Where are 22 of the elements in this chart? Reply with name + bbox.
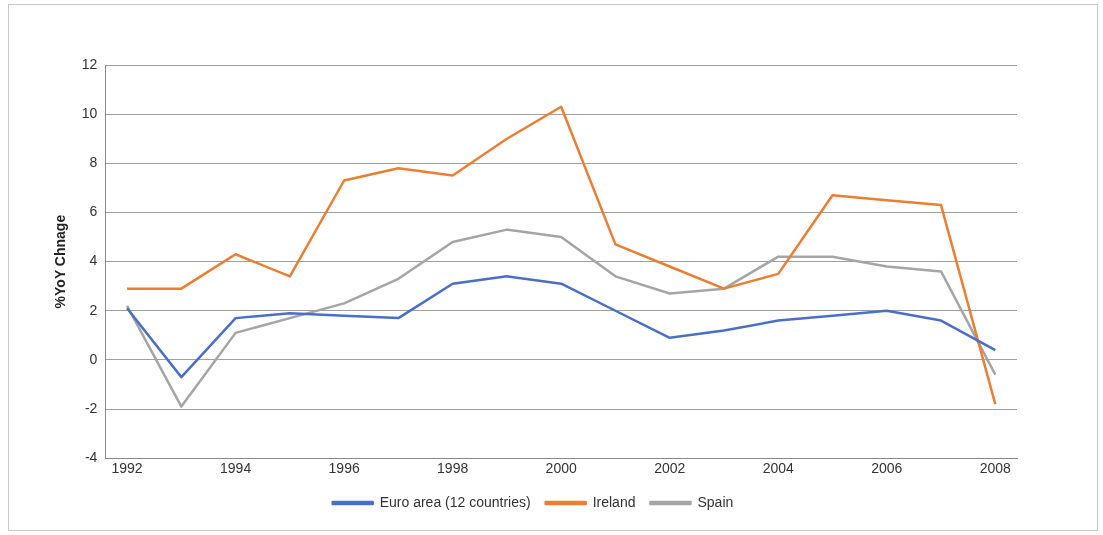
y-tick-label: -2 bbox=[84, 399, 98, 416]
y-tick-label: -4 bbox=[84, 449, 98, 466]
x-tick-label: 1996 bbox=[328, 460, 360, 477]
x-tick-label: 2008 bbox=[979, 460, 1012, 477]
y-tick-label: 0 bbox=[89, 350, 98, 367]
x-tick-label: 2004 bbox=[762, 460, 795, 477]
y-tick-label: 10 bbox=[81, 105, 98, 122]
legend-label: Euro area (12 countries) bbox=[379, 493, 531, 510]
y-tick-label: 4 bbox=[89, 252, 98, 269]
x-tick-label: 1992 bbox=[111, 460, 143, 477]
x-tick-label: 1994 bbox=[220, 460, 252, 477]
x-tick-label: 2006 bbox=[871, 460, 903, 477]
y-tick-label: 2 bbox=[89, 301, 98, 318]
legend-label: Ireland bbox=[592, 493, 636, 510]
x-tick-label: 1998 bbox=[437, 460, 469, 477]
y-tick-label: 8 bbox=[89, 154, 98, 171]
y-tick-label: 12 bbox=[81, 55, 98, 72]
x-tick-label: 2002 bbox=[654, 460, 686, 477]
y-axis-title: %YoY Chnage bbox=[52, 214, 69, 309]
x-tick-label: 2000 bbox=[545, 460, 577, 477]
y-tick-label: 6 bbox=[89, 203, 98, 220]
legend-label: Spain bbox=[697, 493, 734, 510]
